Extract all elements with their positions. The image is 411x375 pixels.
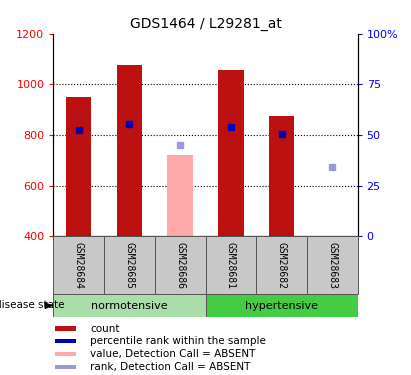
Bar (269, 116, 294, 236)
Bar (206, 236, 256, 294)
Bar (104, 236, 155, 294)
Text: GSM28682: GSM28682 (277, 242, 286, 289)
Bar (206, 294, 358, 317)
Text: disease state: disease state (0, 300, 64, 310)
Text: normotensive: normotensive (91, 301, 168, 310)
Text: count: count (90, 324, 120, 333)
Title: GDS1464 / L29281_at: GDS1464 / L29281_at (129, 17, 282, 32)
Bar (218, 70, 243, 236)
Bar (55, 352, 76, 356)
Bar (155, 236, 206, 294)
Text: GSM28681: GSM28681 (226, 242, 236, 289)
Bar (53, 294, 206, 317)
Bar (256, 236, 307, 294)
Text: GSM28685: GSM28685 (125, 242, 134, 289)
Bar (55, 327, 76, 330)
Text: rank, Detection Call = ABSENT: rank, Detection Call = ABSENT (90, 362, 250, 372)
Text: GSM28684: GSM28684 (74, 242, 84, 289)
Bar (55, 339, 76, 344)
Bar (55, 365, 76, 369)
Text: percentile rank within the sample: percentile rank within the sample (90, 336, 266, 346)
Text: GSM28686: GSM28686 (175, 242, 185, 289)
Bar (117, 65, 142, 236)
Text: hypertensive: hypertensive (245, 301, 318, 310)
Bar (168, 155, 193, 236)
Bar (53, 236, 104, 294)
Bar (307, 236, 358, 294)
Text: value, Detection Call = ABSENT: value, Detection Call = ABSENT (90, 349, 255, 359)
Bar (66, 97, 91, 236)
Text: GSM28683: GSM28683 (327, 242, 337, 289)
